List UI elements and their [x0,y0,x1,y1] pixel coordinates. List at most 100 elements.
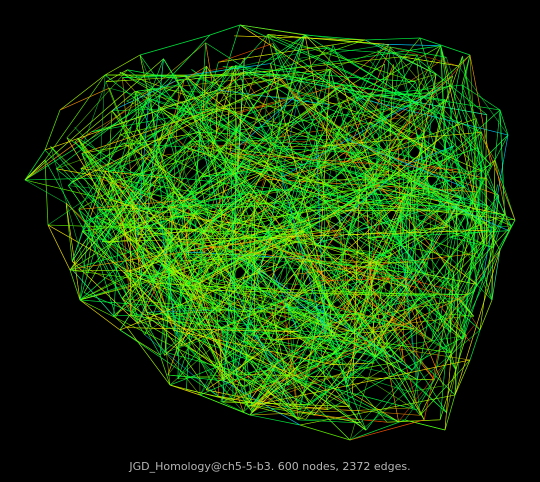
graph-edge [96,233,165,356]
graph-edge [345,138,451,333]
graph-edge [410,198,462,274]
graph-edge [192,110,218,205]
graph-edge [412,299,432,408]
graph-edge [304,313,320,380]
graph-edge [253,335,332,406]
graph-edge [293,377,417,411]
graph-caption: JGD_Homology@ch5-5-b3. 600 nodes, 2372 e… [129,460,411,473]
graph-edge [299,424,351,441]
graph-edge [199,345,313,396]
graph-edge [444,394,456,431]
graph-edge [191,144,251,268]
graph-edge [77,137,211,223]
graph-edge [235,65,338,214]
graph-edge [274,146,469,209]
graph-edge [321,132,482,147]
graph-edge [127,69,368,239]
graph-edge [177,240,306,261]
graph-edge [72,181,136,272]
graph-edge [469,54,492,166]
graph-edge [396,169,463,225]
graph-edge [44,109,61,151]
graph-edge [287,220,426,337]
graph-edge [333,129,348,346]
graph-edge [437,249,501,332]
graph-edge [199,394,251,416]
graph-edge [341,172,426,275]
graph-edge [194,285,285,292]
graph-edge [270,34,306,64]
graph-edge [440,45,478,285]
graph-edge [243,333,299,410]
graph-edge [424,54,471,274]
graph-edge [363,64,394,140]
graph-edge [419,352,452,416]
graph-edge [443,320,464,340]
graph-edge [196,198,412,309]
graph-edge [366,132,482,257]
graph-edge [187,84,343,207]
graph-edge [454,249,501,396]
graph-edge [149,66,207,175]
graph-edge [65,202,155,284]
graph-edge [413,180,451,210]
graph-edge [250,159,282,178]
graph-edge [154,282,195,286]
graph-edge [244,71,323,147]
graph-edges [24,24,516,441]
graph-edge [156,220,289,275]
graph-edge [184,65,207,81]
graph-edge [333,349,353,371]
graph-edge [304,260,412,274]
graph-edge [194,211,298,286]
graph-edge [365,203,384,295]
graph-edge [461,54,471,86]
graph-edge [274,141,325,147]
graph-edge [194,134,349,216]
graph-edge [329,306,332,336]
graph-edge [86,220,117,317]
graph-edge [140,58,164,281]
graph-edge [135,270,216,305]
graph-edge [342,145,455,230]
graph-edge [320,69,331,237]
graph-edge [50,146,351,441]
graph-edge [136,80,185,250]
graph-edge [417,55,493,301]
graph-edge [272,255,306,270]
graph-edge [392,273,426,318]
graph-edge [230,153,237,375]
graph-edge [218,43,273,63]
graph-edge [343,85,451,164]
graph-edge [230,96,296,154]
graph-edge [287,307,348,346]
graph-edge [119,72,331,146]
graph-edge [233,323,299,410]
graph-edge [108,113,237,173]
graph-edge [253,377,294,406]
graph-edge [159,107,289,222]
graph-edge [305,419,406,421]
graph-edge [277,187,337,265]
graph-edge [310,98,360,204]
graph-edge [249,414,301,426]
graph-edge [82,42,206,146]
graph-edge [332,278,406,355]
graph-edge [493,195,500,248]
graph-edge [287,34,306,77]
graph-edge [345,91,373,140]
graph-edge [231,71,245,77]
graph-edge [228,273,291,406]
graph-edge [380,112,477,254]
graph-edge [224,147,494,248]
graph-edge [394,211,473,290]
graph-edge [56,168,139,235]
graph-edge [209,24,241,36]
graph-edge [105,91,138,170]
graph-edge [104,74,166,122]
graph-edge [78,209,123,299]
graph-edge [419,37,471,56]
graph-edge [47,224,71,271]
graph-edge [184,65,233,76]
graph-edge [235,118,239,172]
